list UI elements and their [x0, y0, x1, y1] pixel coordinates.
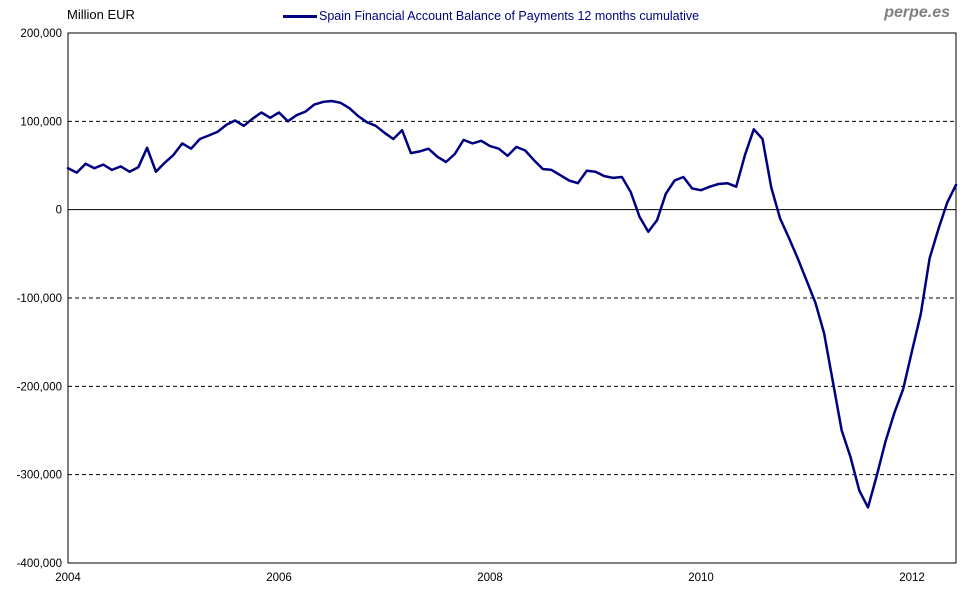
x-tick-label: 2004 [55, 572, 81, 584]
y-tick-label: -100,000 [17, 293, 62, 305]
watermark: perpe.es [884, 4, 950, 21]
legend: Spain Financial Account Balance of Payme… [283, 9, 699, 23]
data-line [66, 99, 958, 509]
legend-label: Spain Financial Account Balance of Payme… [319, 9, 700, 23]
y-tick-label: -400,000 [17, 558, 62, 570]
legend-line-swatch [283, 14, 317, 18]
x-tick-label: 2012 [899, 572, 925, 584]
y-tick-label: -200,000 [17, 381, 62, 393]
x-tick-label: 2006 [266, 572, 292, 584]
y-tick-label: -300,000 [17, 470, 62, 482]
y-tick-label: 200,000 [20, 28, 62, 40]
y-tick-label: 100,000 [20, 116, 62, 128]
y-tick-label: 0 [56, 205, 62, 217]
x-tick-label: 2010 [688, 572, 714, 584]
y-axis-title: Million EUR [67, 7, 135, 22]
plot-frame [67, 32, 957, 564]
x-tick-label: 2008 [477, 572, 503, 584]
